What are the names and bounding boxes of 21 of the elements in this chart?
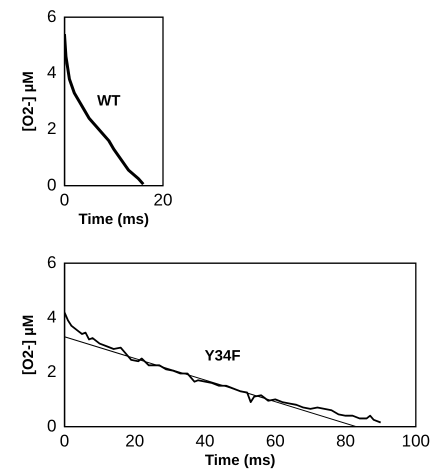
annotation: WT	[97, 92, 120, 110]
y-tick-label: 6	[46, 252, 56, 272]
y-tick-label: 0	[46, 175, 56, 194]
x-tick-label: 60	[266, 431, 285, 450]
y-tick-label: 2	[46, 119, 56, 138]
y-axis-title: [O2-] µM	[20, 71, 38, 132]
y-axis-title: [O2-] µM	[20, 314, 38, 376]
y-tick-label: 4	[46, 63, 56, 82]
x-tick-label: 100	[402, 431, 430, 450]
x-tick-label: 20	[154, 190, 172, 210]
x-tick-label: 80	[336, 431, 356, 450]
annotation: Y34F	[204, 347, 240, 364]
x-tick-label: 40	[196, 431, 214, 450]
x-axis-title: Time (ms)	[204, 452, 276, 470]
y-tick-label: 0	[46, 416, 56, 436]
y-tick-label: 6	[46, 6, 56, 26]
x-tick-label: 0	[60, 431, 70, 450]
y-tick-label: 4	[46, 307, 56, 326]
y-tick-label: 2	[46, 362, 56, 381]
x-axis-title: Time (ms)	[78, 211, 150, 228]
x-tick-label: 20	[125, 431, 144, 450]
